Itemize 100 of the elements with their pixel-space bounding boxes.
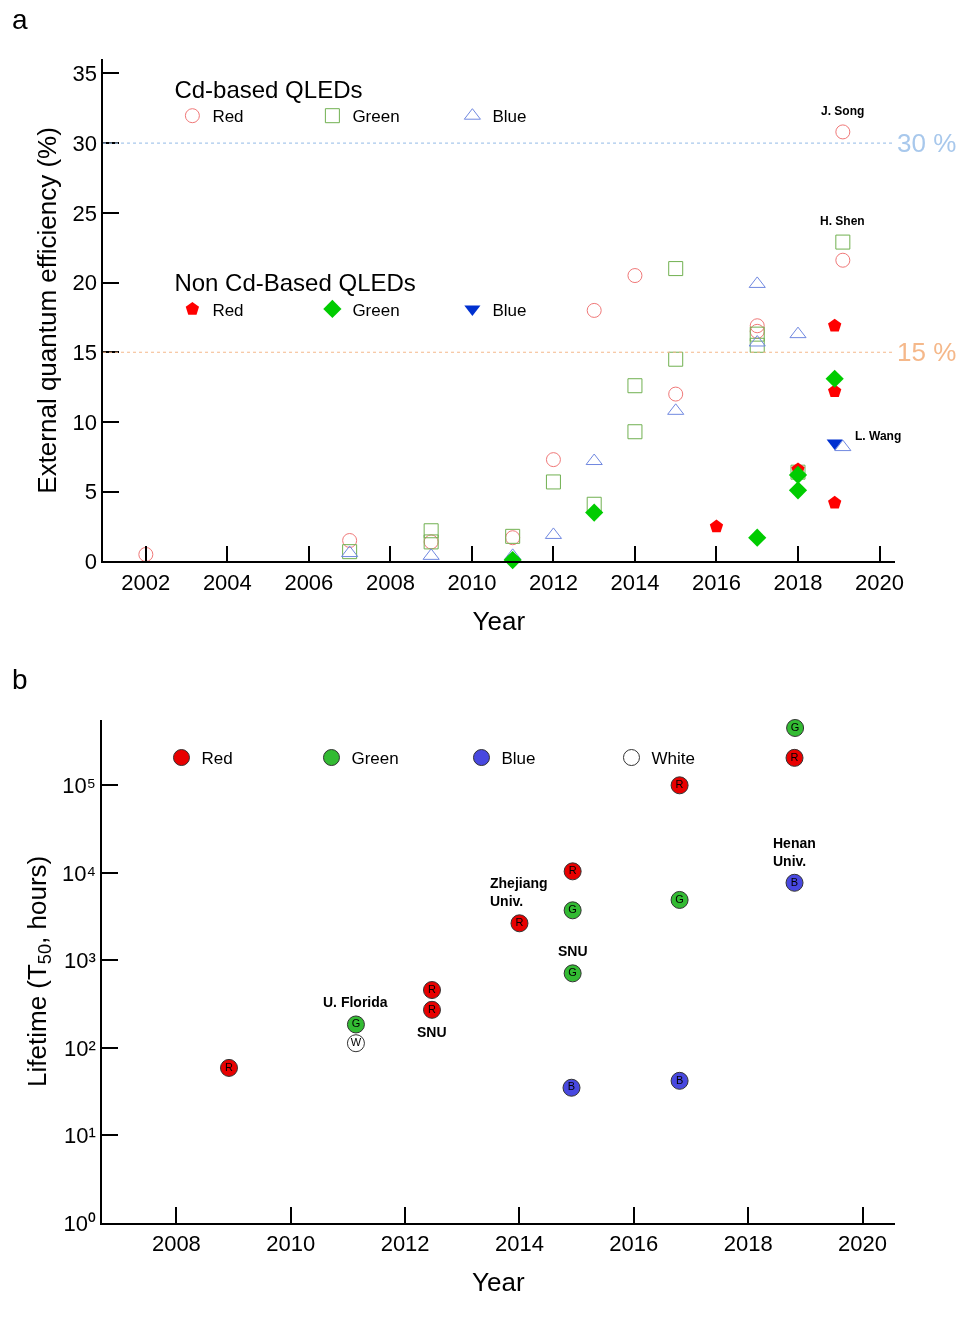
- point: [834, 439, 852, 452]
- data-label: R: [225, 1060, 234, 1073]
- x-tick-label: 2010: [266, 1231, 316, 1257]
- chart-title: a: [12, 4, 28, 35]
- text: Non Cd-Based QLEDs: [174, 269, 416, 297]
- point: [828, 318, 842, 332]
- x-tick-label: 2006: [284, 569, 334, 595]
- x-tick-label: 2008: [151, 1231, 201, 1257]
- annotation: SNU: [417, 1024, 447, 1040]
- y-tick-label: 5: [84, 479, 97, 505]
- legend-label: Blue: [492, 107, 527, 127]
- data-label: R: [790, 750, 799, 763]
- legend-label: Blue: [492, 300, 527, 320]
- x-tick-label: 2018: [723, 1231, 773, 1257]
- point: [790, 464, 806, 480]
- annotation: J. Song: [821, 104, 865, 118]
- data-label: G: [568, 966, 577, 979]
- y-tick-label: 15: [72, 339, 97, 365]
- data-label: R: [568, 864, 577, 877]
- chart-title: b: [12, 664, 28, 695]
- point: [668, 261, 684, 277]
- data-label: G: [568, 903, 577, 916]
- legend-label: Red: [212, 300, 244, 320]
- annotation: U. Florida: [323, 994, 388, 1010]
- x-tick-label: 2004: [202, 569, 252, 595]
- data-label: B: [675, 1073, 684, 1086]
- data-label: B: [567, 1080, 576, 1093]
- x-axis-title: Year: [472, 605, 526, 636]
- x-tick-label: 2018: [773, 569, 823, 595]
- point: [668, 386, 684, 402]
- y-tick-label: 25: [72, 200, 97, 226]
- x-tick-label: 2002: [121, 569, 171, 595]
- x-tick-label: 2020: [838, 1231, 888, 1257]
- point: [342, 533, 358, 548]
- y-tick-label: 10¹: [64, 1123, 96, 1149]
- y-axis-title: External quantum efficiency (%): [32, 127, 63, 494]
- x-axis-title: Year: [472, 1267, 525, 1298]
- point: [788, 481, 808, 500]
- y-tick-label: 10⁰: [63, 1210, 96, 1236]
- x-tick-label: 2012: [528, 569, 578, 595]
- x-tick-label: 2014: [494, 1231, 544, 1257]
- legend-label: Blue: [501, 749, 536, 769]
- data-label: R: [428, 982, 437, 995]
- point: [835, 124, 851, 140]
- y-tick-label: 10³: [64, 948, 96, 974]
- y-tick-label: 30: [72, 130, 97, 156]
- annotation: H. Shen: [820, 214, 865, 228]
- legend-label: Green: [352, 300, 400, 320]
- point: [835, 234, 851, 250]
- data-label: R: [515, 916, 524, 929]
- x-tick-label: 2008: [365, 569, 415, 595]
- annotation: L. Wang: [855, 429, 902, 443]
- legend-label: Green: [352, 107, 400, 127]
- point: [749, 318, 765, 334]
- point: [627, 268, 643, 284]
- point: [138, 546, 154, 562]
- point: [423, 523, 439, 539]
- point: [627, 424, 643, 440]
- legend-label: Red: [201, 749, 233, 769]
- legend-label: Green: [351, 749, 399, 769]
- x-tick-label: 2012: [380, 1231, 430, 1257]
- data-label: G: [351, 1017, 361, 1030]
- legend-label: White: [651, 749, 695, 769]
- y-tick-label: 10⁴: [61, 860, 96, 886]
- point: [748, 528, 767, 547]
- x-tick-label: 2010: [447, 569, 497, 595]
- point: [586, 496, 602, 512]
- data-label: G: [790, 720, 800, 733]
- annotation: SNU: [558, 943, 588, 959]
- x-tick-label: 2016: [609, 1231, 659, 1257]
- point: [828, 384, 842, 397]
- x-tick-label: 2014: [610, 569, 660, 595]
- ref-line-label: 15 %: [897, 337, 957, 367]
- point: [627, 378, 643, 394]
- data-label: R: [675, 778, 684, 791]
- annotation: Zhejiang Univ.: [490, 875, 548, 910]
- point: [789, 326, 807, 339]
- point: [668, 351, 684, 367]
- x-tick-label: 2020: [855, 569, 904, 595]
- text: Cd-based QLEDs: [174, 76, 363, 104]
- data-label: R: [428, 1002, 437, 1015]
- ref-line-label: 30 %: [897, 128, 957, 158]
- point: [825, 369, 844, 388]
- point: [828, 495, 842, 509]
- legend-label: Red: [212, 107, 244, 127]
- y-tick-label: 10: [72, 409, 97, 435]
- y-tick-label: 0: [84, 549, 97, 575]
- point: [545, 474, 561, 490]
- data-label: W: [350, 1035, 362, 1048]
- y-tick-label: 10²: [64, 1035, 96, 1061]
- point: [545, 452, 561, 468]
- y-tick-label: 20: [72, 270, 97, 296]
- data-label: B: [790, 875, 799, 888]
- point: [585, 503, 604, 522]
- y-tick-label: 35: [72, 61, 97, 87]
- y-tick-label: 10⁵: [62, 773, 96, 799]
- point: [709, 519, 724, 533]
- data-label: G: [675, 892, 684, 905]
- point: [749, 337, 765, 353]
- annotation: Henan Univ.: [773, 835, 816, 870]
